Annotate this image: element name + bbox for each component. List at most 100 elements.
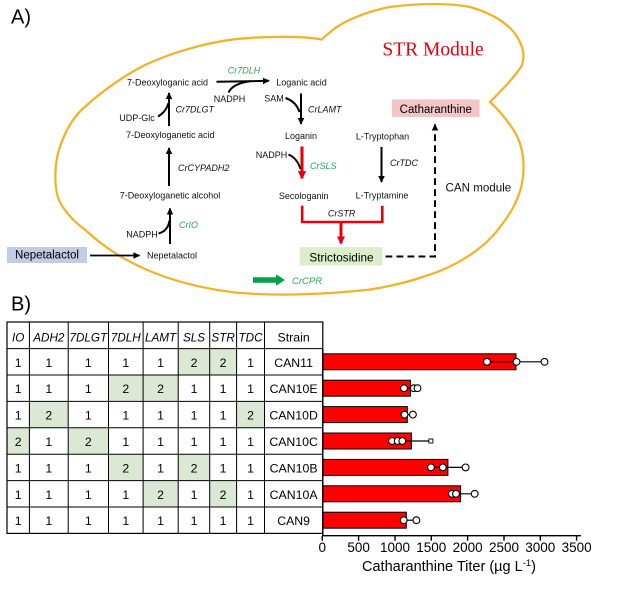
svg-text:CAN10E: CAN10E bbox=[270, 382, 318, 396]
svg-text:1: 1 bbox=[85, 409, 92, 423]
svg-text:STR: STR bbox=[211, 332, 235, 345]
svg-text:1: 1 bbox=[220, 514, 227, 528]
svg-text:2: 2 bbox=[220, 356, 227, 370]
svg-text:L-Tryptophan: L-Tryptophan bbox=[356, 131, 409, 141]
svg-text:3500: 3500 bbox=[562, 540, 592, 555]
svg-text:CrTDC: CrTDC bbox=[390, 158, 418, 168]
svg-text:1: 1 bbox=[191, 382, 198, 396]
svg-text:2: 2 bbox=[85, 435, 92, 449]
svg-text:1: 1 bbox=[122, 409, 129, 423]
svg-text:500: 500 bbox=[347, 540, 370, 555]
svg-text:2: 2 bbox=[220, 488, 227, 502]
svg-text:CrLAMT: CrLAMT bbox=[308, 105, 343, 115]
svg-text:1: 1 bbox=[15, 461, 22, 475]
svg-text:1000: 1000 bbox=[380, 540, 410, 555]
svg-text:2000: 2000 bbox=[453, 540, 483, 555]
svg-text:Nepetalactol: Nepetalactol bbox=[15, 250, 79, 262]
svg-text:1: 1 bbox=[85, 488, 92, 502]
svg-text:1: 1 bbox=[247, 488, 254, 502]
svg-text:1: 1 bbox=[15, 514, 22, 528]
svg-text:1: 1 bbox=[247, 356, 254, 370]
svg-text:UDP-Glc: UDP-Glc bbox=[119, 113, 155, 123]
svg-text:1: 1 bbox=[45, 514, 52, 528]
svg-text:1: 1 bbox=[45, 435, 52, 449]
svg-text:2500: 2500 bbox=[489, 540, 519, 555]
svg-text:2: 2 bbox=[45, 409, 52, 423]
svg-text:1: 1 bbox=[45, 461, 52, 475]
svg-text:CAN9: CAN9 bbox=[277, 514, 310, 528]
svg-text:1: 1 bbox=[85, 461, 92, 475]
svg-text:CrCYPADH2: CrCYPADH2 bbox=[178, 163, 229, 173]
svg-text:2: 2 bbox=[122, 461, 129, 475]
svg-text:7-Deoxyloganetic alcohol: 7-Deoxyloganetic alcohol bbox=[120, 191, 221, 201]
svg-text:1: 1 bbox=[85, 356, 92, 370]
svg-text:IO: IO bbox=[12, 332, 24, 345]
svg-text:1: 1 bbox=[220, 461, 227, 475]
svg-text:SAM: SAM bbox=[264, 94, 284, 104]
svg-text:1: 1 bbox=[247, 382, 254, 396]
svg-text:1: 1 bbox=[247, 514, 254, 528]
svg-text:1: 1 bbox=[45, 382, 52, 396]
svg-text:2: 2 bbox=[157, 382, 164, 396]
svg-text:1: 1 bbox=[157, 435, 164, 449]
svg-text:2: 2 bbox=[247, 409, 254, 423]
svg-text:1: 1 bbox=[15, 382, 22, 396]
svg-text:1: 1 bbox=[191, 409, 198, 423]
svg-text:A): A) bbox=[11, 7, 31, 29]
svg-text:CAN module: CAN module bbox=[446, 182, 512, 195]
svg-text:1: 1 bbox=[220, 382, 227, 396]
svg-text:7-Deoxyloganic acid: 7-Deoxyloganic acid bbox=[127, 78, 208, 88]
svg-text:2: 2 bbox=[157, 488, 164, 502]
svg-text:CrCPR: CrCPR bbox=[292, 276, 322, 287]
svg-text:Catharanthine: Catharanthine bbox=[400, 104, 472, 116]
svg-text:Nepetalactol: Nepetalactol bbox=[147, 251, 197, 261]
svg-text:1: 1 bbox=[122, 435, 129, 449]
svg-text:1: 1 bbox=[191, 488, 198, 502]
svg-text:STR Module: STR Module bbox=[382, 40, 483, 61]
svg-text:Cr7DLGT: Cr7DLGT bbox=[176, 105, 216, 115]
svg-text:2: 2 bbox=[122, 382, 129, 396]
svg-text:SLS: SLS bbox=[183, 332, 205, 345]
svg-text:TDC: TDC bbox=[238, 332, 263, 345]
svg-text:1: 1 bbox=[85, 382, 92, 396]
svg-text:7-Deoxyloganetic acid: 7-Deoxyloganetic acid bbox=[126, 130, 215, 140]
svg-text:1: 1 bbox=[157, 409, 164, 423]
svg-text:1: 1 bbox=[122, 514, 129, 528]
svg-text:Secologanin: Secologanin bbox=[279, 191, 329, 201]
svg-text:0: 0 bbox=[319, 540, 327, 555]
svg-text:1: 1 bbox=[220, 409, 227, 423]
svg-text:1: 1 bbox=[247, 435, 254, 449]
svg-text:1500: 1500 bbox=[416, 540, 446, 555]
svg-text:1: 1 bbox=[122, 356, 129, 370]
svg-text:1: 1 bbox=[45, 488, 52, 502]
svg-text:1: 1 bbox=[220, 435, 227, 449]
svg-text:Loganin: Loganin bbox=[285, 131, 317, 141]
svg-text:1: 1 bbox=[247, 461, 254, 475]
svg-text:CAN10B: CAN10B bbox=[270, 461, 318, 475]
svg-text:CAN10C: CAN10C bbox=[269, 435, 318, 449]
svg-text:1: 1 bbox=[45, 356, 52, 370]
svg-text:7DLGT: 7DLGT bbox=[69, 332, 108, 345]
svg-text:1: 1 bbox=[15, 488, 22, 502]
svg-text:7DLH: 7DLH bbox=[111, 332, 141, 345]
svg-text:Cr7DLH: Cr7DLH bbox=[228, 66, 261, 76]
svg-text:NADPH: NADPH bbox=[126, 230, 158, 240]
svg-text:1: 1 bbox=[85, 514, 92, 528]
svg-text:1: 1 bbox=[157, 514, 164, 528]
svg-text:CAN10A: CAN10A bbox=[270, 488, 319, 502]
svg-text:2: 2 bbox=[191, 461, 198, 475]
svg-text:1: 1 bbox=[122, 488, 129, 502]
svg-text:CrIO: CrIO bbox=[179, 220, 198, 230]
svg-text:CAN10D: CAN10D bbox=[269, 409, 318, 423]
svg-text:NADPH: NADPH bbox=[214, 94, 246, 104]
svg-text:1: 1 bbox=[157, 461, 164, 475]
svg-text:3000: 3000 bbox=[525, 540, 555, 555]
svg-text:CrSTR: CrSTR bbox=[328, 209, 356, 219]
svg-text:ADH2: ADH2 bbox=[32, 332, 65, 345]
svg-text:NADPH: NADPH bbox=[256, 150, 288, 160]
svg-text:1: 1 bbox=[191, 514, 198, 528]
svg-text:1: 1 bbox=[15, 409, 22, 423]
svg-text:1: 1 bbox=[15, 356, 22, 370]
svg-text:2: 2 bbox=[191, 356, 198, 370]
svg-text:Strain: Strain bbox=[278, 331, 310, 345]
